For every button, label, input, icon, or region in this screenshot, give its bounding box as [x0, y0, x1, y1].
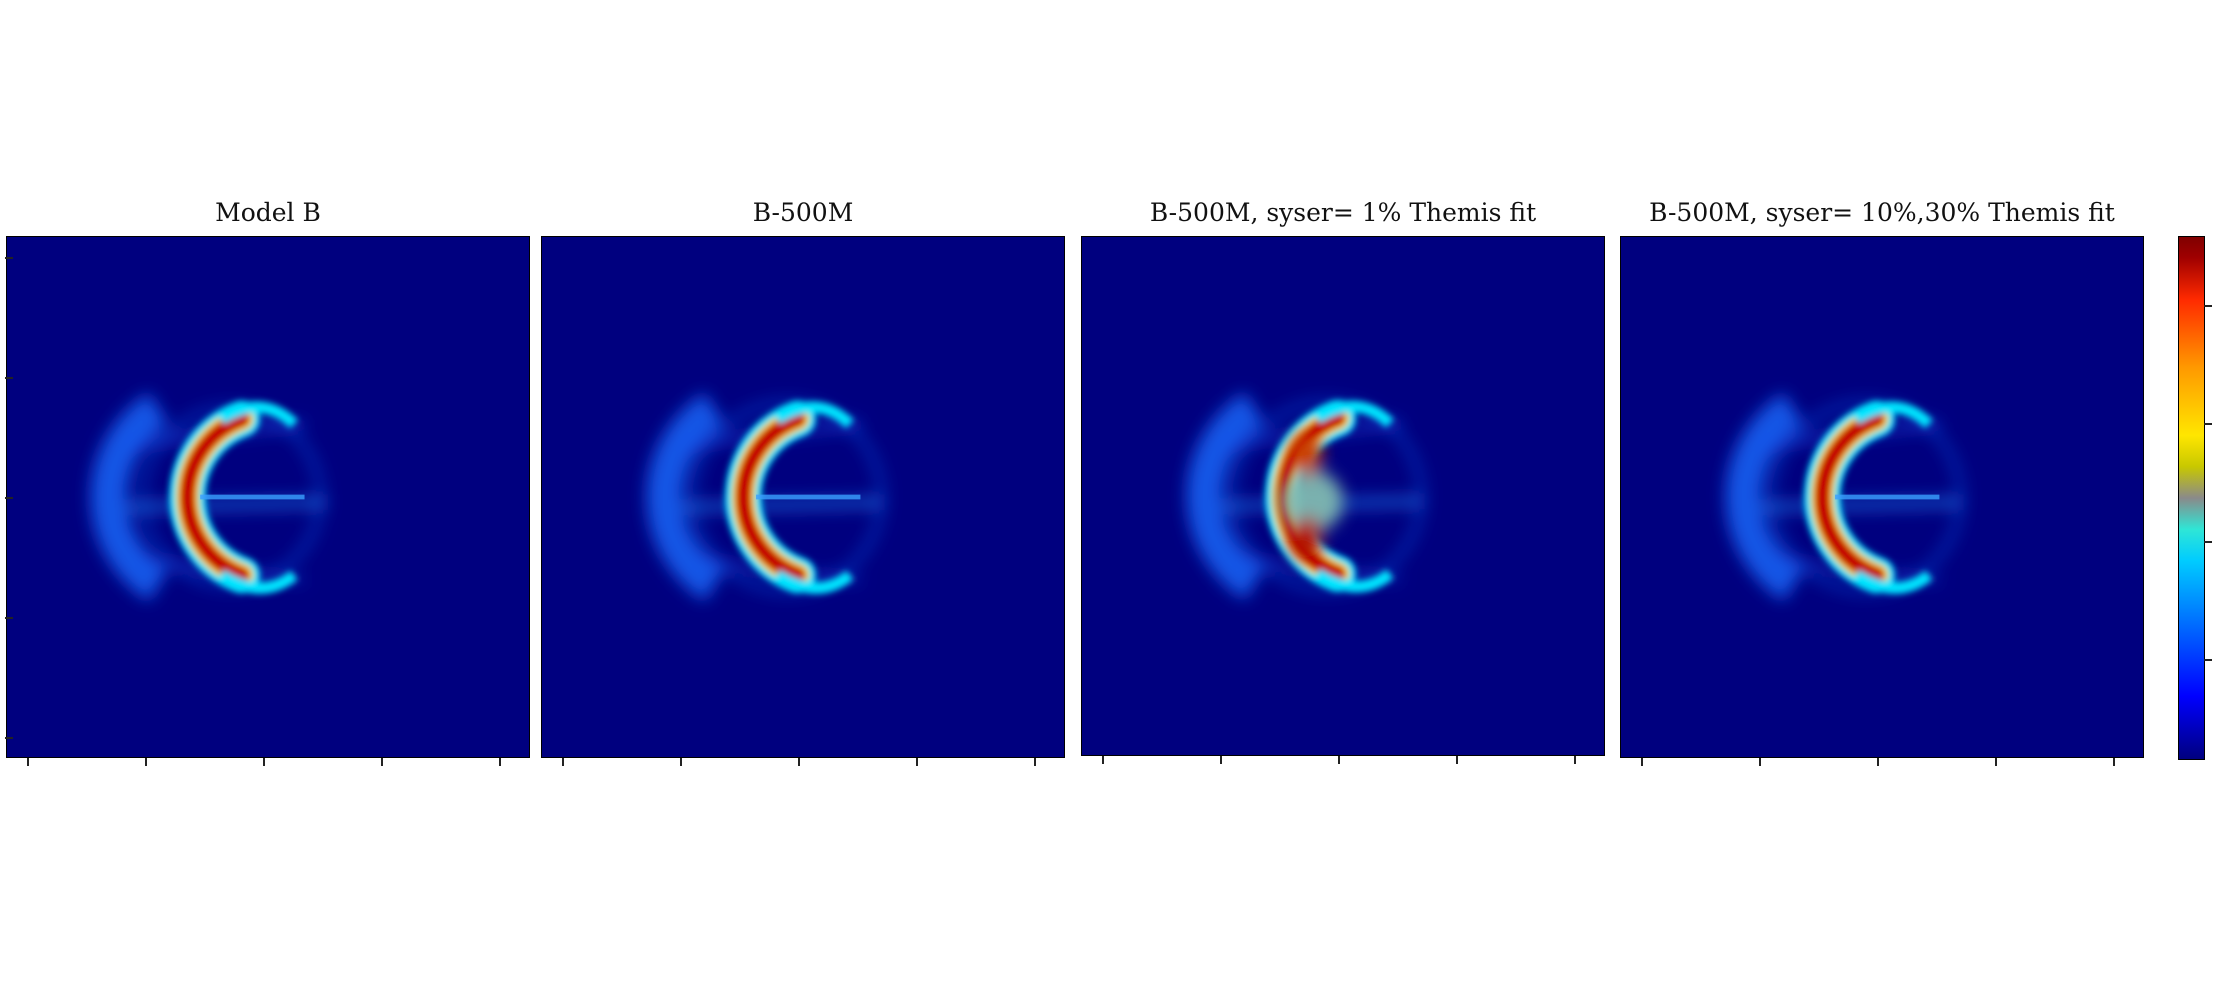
heatmap-panel-1: Model B: [5, 198, 530, 766]
panel-title: B-500M, syser= 1% Themis fit: [1149, 198, 1537, 227]
x-axis-tick: [1573, 756, 1576, 764]
y-axis-tick: [5, 737, 13, 740]
x-axis-tick: [915, 758, 918, 766]
x-axis-tick: [1758, 758, 1761, 766]
y-axis-tick: [5, 617, 13, 620]
emission-halo: [646, 393, 884, 601]
crescent: [725, 400, 855, 594]
x-axis-tick: [380, 758, 383, 766]
panel-title: B-500M: [752, 198, 854, 227]
colorbar-tick: [2204, 658, 2212, 661]
x-axis-tick: [679, 758, 682, 766]
crescent: [1804, 400, 1934, 594]
y-axis-tick: [5, 497, 13, 499]
smeared-region: [1280, 433, 1343, 559]
y-axis-tick: [5, 376, 13, 379]
x-axis-tick: [144, 758, 147, 766]
heatmap-image: [6, 236, 530, 758]
colorbar-tick: [2204, 423, 2212, 426]
heatmap-image: [1081, 236, 1605, 756]
panel-title: Model B: [215, 198, 321, 227]
colorbar-tick: [2204, 540, 2212, 543]
colorbar: [2178, 236, 2212, 760]
x-axis-tick: [561, 758, 564, 766]
x-axis-tick: [262, 758, 265, 766]
heatmap-image: [1620, 236, 2144, 758]
x-axis-tick: [797, 758, 800, 766]
crescent: [169, 400, 299, 594]
heatmap-panel-4: B-500M, syser= 10%,30% Themis fit: [1620, 198, 2144, 766]
x-axis-tick: [498, 758, 501, 766]
x-axis-tick: [26, 758, 29, 766]
x-axis-tick: [1994, 758, 1997, 766]
x-axis-tick: [1219, 756, 1222, 764]
x-axis-tick: [1337, 756, 1340, 764]
x-axis-tick: [1640, 758, 1643, 766]
x-axis-tick: [1033, 758, 1036, 766]
colorbar-tick: [2204, 305, 2212, 308]
x-axis-tick: [1876, 758, 1879, 766]
x-axis-tick: [1455, 756, 1458, 764]
x-axis-tick: [2112, 758, 2115, 766]
heatmap-panel-2: B-500M: [541, 198, 1065, 766]
heatmap-panel-3: B-500M, syser= 1% Themis fit: [1081, 198, 1605, 764]
heatmap-image: [541, 236, 1065, 758]
x-axis-tick: [1101, 756, 1104, 764]
y-axis-tick: [5, 256, 13, 259]
panel-title: B-500M, syser= 10%,30% Themis fit: [1649, 198, 2115, 227]
